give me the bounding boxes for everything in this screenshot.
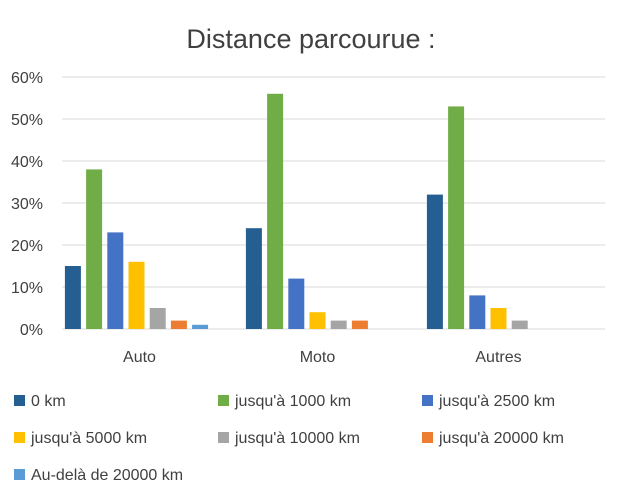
bar [245,228,262,329]
y-tick-label: 0% [20,322,43,339]
bar [267,93,284,329]
x-axis-categories: Auto Moto Autres [123,349,522,366]
bar [309,312,326,329]
legend-swatch [422,395,433,406]
y-tick-label: 50% [11,112,43,129]
legend-label: 0 km [31,393,66,410]
y-tick-label: 40% [11,154,43,171]
chart-title: Distance parcourue : [186,24,435,54]
bar [288,278,305,329]
y-tick-label: 60% [11,70,43,87]
bar [469,295,486,329]
x-category-label: Autres [475,349,521,366]
bar [128,261,145,329]
legend-label: jusqu'à 20000 km [438,430,564,447]
y-tick-label: 10% [11,280,43,297]
bar [351,320,368,329]
legend-label: jusqu'à 5000 km [30,430,147,447]
y-axis-ticks: 0% 10% 20% 30% 40% 50% 60% [11,70,43,339]
legend-swatch [14,432,25,443]
bar [330,320,347,329]
gridlines [62,76,605,330]
bar [192,324,209,329]
bars [64,93,528,330]
legend-label: Au-delà de 20000 km [31,467,183,484]
legend-label: jusqu'à 2500 km [438,393,555,410]
bar [511,320,528,329]
legend-label: jusqu'à 1000 km [234,393,351,410]
legend-swatch [422,432,433,443]
bar [448,106,465,330]
legend-swatch [14,469,25,480]
legend-label: jusqu'à 10000 km [234,430,360,447]
legend: 0 km jusqu'à 1000 km jusqu'à 2500 km jusqu'… [14,393,564,484]
x-category-label: Auto [123,349,156,366]
legend-swatch [218,395,229,406]
y-tick-label: 20% [11,238,43,255]
y-tick-label: 30% [11,196,43,213]
legend-swatch [218,432,229,443]
bar [170,320,187,329]
bar [149,308,166,329]
legend-swatch [14,395,25,406]
bar [64,266,81,329]
bar [426,194,443,329]
x-category-label: Moto [300,349,336,366]
bar [86,169,103,329]
bar [107,232,124,329]
bar [490,308,507,329]
